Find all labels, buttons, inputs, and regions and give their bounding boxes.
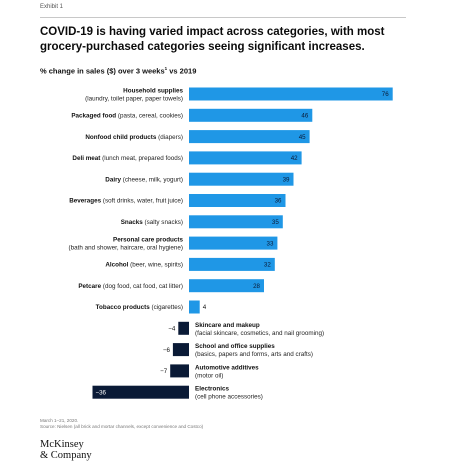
category-label: Snacks (salty snacks) (121, 219, 183, 226)
category-label: Tobacco products (cigarettes) (96, 304, 183, 311)
data-label: 39 (283, 176, 290, 183)
category-detail: (soft drinks, water, fruit juice) (101, 198, 183, 205)
footnote-date: March 1–21, 2020. (40, 418, 79, 423)
category-name: Packaged food (71, 113, 116, 120)
chart-title: COVID-19 is having varied impact across … (40, 26, 385, 53)
category-name: Skincare and makeup (195, 322, 260, 329)
category-name: Deli meat (72, 155, 101, 162)
subtitle-footnote-marker: 1 (164, 66, 168, 71)
category-detail: (lunch meat, prepared foods) (100, 155, 183, 162)
bar-dairy (189, 172, 294, 186)
category-label: School and office supplies (basics, paper… (195, 343, 313, 358)
category-label: Nonfood child products (diapers) (85, 134, 183, 141)
logo-line-1: McKinsey (40, 439, 84, 450)
data-label: 33 (267, 240, 274, 247)
data-label: 4 (203, 304, 207, 311)
category-detail: (facial skincare, cosmetics, and nail gr… (195, 330, 324, 337)
data-label: 46 (301, 113, 308, 120)
category-detail: (pasta, cereal, cookies) (116, 113, 183, 120)
category-detail: (cell phone accessories) (195, 394, 263, 401)
data-label: 76 (382, 91, 389, 98)
top-divider (40, 17, 406, 18)
category-name: Electronics (195, 386, 229, 393)
category-label: Dairy (cheese, milk, yogurt) (105, 176, 183, 183)
subtitle-text: % change in sales ($) over 3 weeks (40, 66, 165, 76)
data-label: −36 (96, 389, 107, 396)
category-detail: (cheese, milk, yogurt) (121, 176, 183, 183)
category-detail: (motor oil) (195, 372, 223, 379)
data-label: 32 (264, 262, 271, 269)
bar-deli-meat (189, 151, 302, 165)
category-name: Household supplies (123, 88, 183, 95)
category-name: Nonfood child products (85, 134, 157, 141)
bar-tobacco-products (189, 300, 200, 314)
category-name: Snacks (121, 219, 144, 226)
category-detail: (beer, wine, spirits) (128, 262, 183, 269)
category-label: Household supplies (laundry, toilet paper… (85, 88, 183, 103)
data-label: 45 (299, 134, 306, 141)
bar-chart: 76 Household supplies (laundry, toilet pap… (69, 87, 393, 401)
data-label: 28 (253, 283, 260, 290)
category-name: Alcohol (105, 262, 128, 269)
category-name: School and office supplies (195, 343, 275, 350)
category-label: Automotive additives (motor oil) (195, 364, 259, 379)
data-label: −7 (160, 368, 168, 375)
category-detail: (laundry, toilet paper, paper towels) (85, 96, 183, 103)
bar-household-supplies (189, 87, 393, 101)
bar-petcare (189, 279, 264, 293)
category-detail: (diapers) (156, 134, 183, 141)
category-label: Petcare (dog food, cat food, cat litter) (78, 283, 183, 290)
data-label: 42 (291, 155, 298, 162)
footnote-source: Source: Nielsen (all brick and mortar ch… (40, 424, 204, 429)
category-label: Personal care products (bath and shower, … (69, 237, 184, 252)
bar-electronics (92, 385, 189, 399)
category-detail: (salty snacks) (143, 219, 183, 226)
category-label: Alcohol (beer, wine, spirits) (105, 262, 183, 269)
logo-line-2: & Company (40, 450, 92, 461)
chart-footnotes: March 1–21, 2020. Source: Nielsen (all b… (40, 418, 203, 430)
category-label: Beverages (soft drinks, water, fruit jui… (69, 198, 183, 205)
data-label: −6 (163, 347, 171, 354)
category-label: Packaged food (pasta, cereal, cookies) (71, 113, 183, 120)
bar-beverages (189, 194, 286, 207)
category-name: Petcare (78, 283, 101, 290)
category-detail: (cigarettes) (150, 304, 183, 311)
category-label: Electronics (cell phone accessories) (195, 386, 263, 401)
bar-nonfood-child-products (189, 130, 310, 144)
category-label: Deli meat (lunch meat, prepared foods) (72, 155, 183, 162)
subtitle-tail: vs 2019 (167, 66, 197, 76)
exhibit-label: Exhibit 1 (40, 4, 64, 10)
bar-packaged-food (189, 108, 313, 122)
bar-snacks (189, 215, 283, 229)
category-detail: (basics, papers and forms, arts and craf… (195, 351, 313, 358)
bar-automotive-additives (170, 364, 189, 378)
bar-skincare-and-makeup (178, 321, 189, 335)
category-label: Skincare and makeup (facial skincare, cos… (195, 322, 324, 337)
category-name: Tobacco products (96, 304, 151, 311)
data-label: −4 (168, 326, 176, 333)
category-detail: (dog food, cat food, cat litter) (101, 283, 183, 290)
bar-personal-care-products (189, 236, 278, 250)
category-name: Automotive additives (195, 364, 259, 371)
data-label: 35 (272, 219, 279, 226)
category-name: Beverages (69, 198, 101, 205)
mckinsey-logo: McKinsey & Company (40, 439, 92, 461)
category-name: Dairy (105, 176, 121, 183)
category-name: Personal care products (113, 237, 183, 244)
chart-subtitle: % change in sales ($) over 3 weeks1 vs 2… (40, 66, 196, 76)
data-label: 36 (275, 198, 282, 205)
bar-alcohol (189, 257, 275, 271)
bar-school-and-office-supplies (172, 343, 189, 357)
category-detail: (bath and shower, haircare, oral hygiene… (69, 245, 183, 252)
